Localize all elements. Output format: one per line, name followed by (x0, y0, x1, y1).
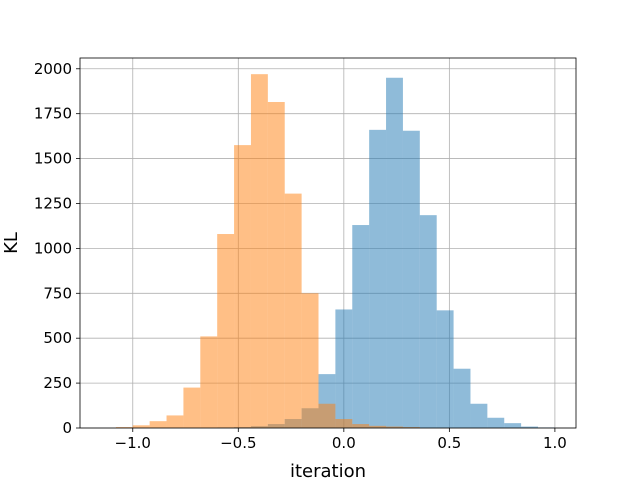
histogram-bar-series-2 (166, 415, 184, 428)
y-tick-label: 1500 (34, 150, 72, 168)
histogram-bar-series-1 (386, 77, 403, 429)
histogram-bar-series-2 (402, 427, 420, 428)
histogram-bar-series-1 (470, 403, 488, 428)
histogram-bar-series-2 (200, 336, 218, 428)
histogram-bar-series-1 (436, 310, 454, 428)
histogram-bar-series-2 (369, 425, 387, 428)
histogram-bar-series-2 (132, 425, 150, 428)
y-tick-label: 2000 (34, 60, 72, 78)
x-tick-label: 0.0 (332, 434, 356, 452)
y-tick-label: 1000 (34, 239, 72, 257)
histogram-bar-series-2 (115, 427, 133, 428)
histogram-bar-series-2 (301, 293, 319, 428)
x-tick-label: −1.0 (115, 434, 151, 452)
histogram-bar-series-2 (149, 421, 167, 428)
plot-frame (79, 57, 577, 429)
x-tick-label: −0.5 (220, 434, 256, 452)
histogram-bar-series-1 (453, 368, 471, 428)
axes: −1.0 −0.5 0.0 0.5 1.0 0 250 500 750 1000 1250 1500 1… (34, 57, 577, 452)
x-tick-label: 1.0 (543, 434, 567, 452)
histogram-bar-series-2 (284, 193, 302, 428)
histogram-bars (115, 74, 555, 429)
x-axis-label: iteration (290, 461, 366, 480)
histogram-bar-series-1 (402, 130, 420, 428)
histogram-bar-series-2 (183, 387, 201, 428)
y-tick-label: 250 (43, 374, 72, 392)
histogram-bar-series-1 (487, 417, 505, 428)
histogram-bar-series-1 (352, 225, 370, 428)
histogram-bar-series-2 (234, 145, 251, 429)
histogram-bar-series-2 (318, 403, 336, 428)
histogram-bar-series-2 (250, 74, 268, 429)
x-tick-label: 0.5 (437, 434, 461, 452)
y-tick-label: 1750 (34, 105, 72, 123)
histogram-bar-series-1 (335, 309, 353, 428)
histogram-bar-series-2 (335, 419, 353, 428)
y-tick-label: 500 (43, 329, 72, 347)
histogram-bar-series-1 (369, 129, 387, 428)
grid-lines (80, 58, 576, 429)
y-axis-label: KL (1, 232, 22, 254)
histogram-bar-series-1 (521, 426, 539, 428)
y-tick-label: 0 (62, 419, 72, 437)
histogram-bar-series-2 (267, 102, 285, 428)
histogram-bar-series-2 (217, 234, 235, 428)
histogram-bar-series-1 (419, 215, 437, 428)
histogram-bar-series-2 (352, 424, 370, 428)
histogram-bar-series-2 (386, 426, 403, 428)
histogram-bar-series-1 (504, 423, 522, 428)
y-tick-label: 750 (43, 284, 72, 302)
y-tick-label: 1250 (34, 194, 72, 212)
